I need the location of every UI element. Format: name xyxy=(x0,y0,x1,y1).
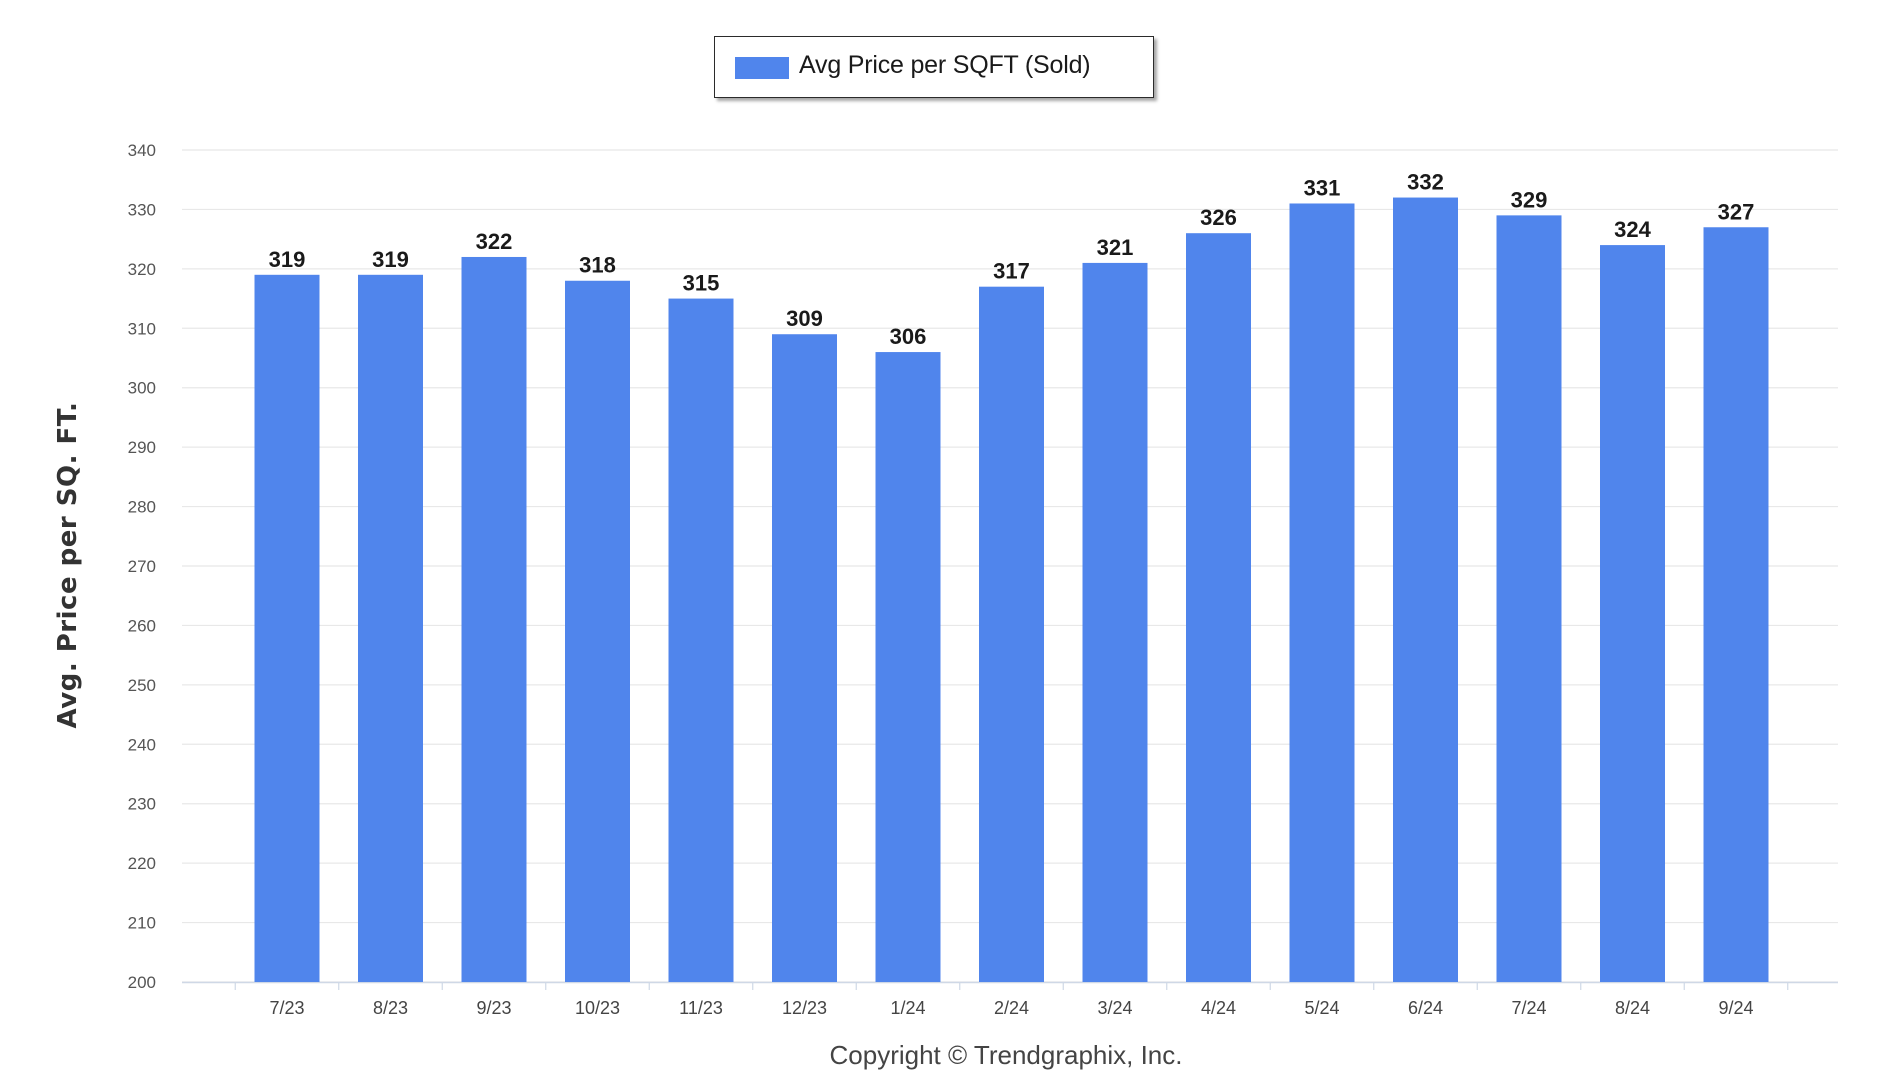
data-label: 332 xyxy=(1407,170,1444,195)
bar xyxy=(1186,233,1251,982)
data-label: 315 xyxy=(683,271,720,296)
x-tick-label: 4/24 xyxy=(1201,998,1236,1018)
data-label: 317 xyxy=(993,259,1030,284)
bar xyxy=(1496,215,1562,982)
legend-swatch xyxy=(735,57,789,79)
y-tick-label: 270 xyxy=(128,557,156,576)
bars xyxy=(254,197,1769,983)
x-tick-label: 12/23 xyxy=(782,998,827,1018)
y-tick-label: 340 xyxy=(128,141,156,160)
copyright-text: Copyright © Trendgraphix, Inc. xyxy=(829,1040,1183,1070)
bar xyxy=(1289,203,1355,982)
x-tick-label: 7/24 xyxy=(1511,998,1546,1018)
axes: 200 210 220 230 240 250 260 270 280 290 300 310 320 3… xyxy=(128,141,1838,1018)
bar xyxy=(254,274,320,982)
y-tick-label: 220 xyxy=(128,854,156,873)
bar xyxy=(565,280,630,982)
x-tick-label: 9/24 xyxy=(1718,998,1753,1018)
legend-label: Avg Price per SQFT (Sold) xyxy=(799,51,1091,79)
x-tick-label: 3/24 xyxy=(1097,998,1132,1018)
y-tick-label: 210 xyxy=(128,914,156,933)
x-tick-label: 5/24 xyxy=(1304,998,1339,1018)
data-label: 331 xyxy=(1304,175,1341,200)
data-label: 329 xyxy=(1511,187,1548,212)
x-tick-label: 2/24 xyxy=(994,998,1029,1018)
data-label: 322 xyxy=(476,229,513,254)
bar xyxy=(358,274,423,982)
x-tick-label: 10/23 xyxy=(575,998,620,1018)
y-tick-label: 300 xyxy=(128,379,156,398)
y-tick-label: 230 xyxy=(128,795,156,814)
data-label: 319 xyxy=(372,247,409,272)
bar xyxy=(1600,245,1665,983)
data-label: 309 xyxy=(786,306,823,331)
y-tick-label: 330 xyxy=(128,200,156,219)
y-tick-label: 290 xyxy=(128,438,156,457)
y-tick-label: 280 xyxy=(128,498,156,517)
bar xyxy=(461,256,527,982)
x-tick-label: 9/23 xyxy=(476,998,511,1018)
bar xyxy=(875,352,941,982)
data-label: 321 xyxy=(1097,235,1134,260)
bar xyxy=(668,298,734,983)
y-tick-label: 240 xyxy=(128,735,156,754)
y-tick-label: 250 xyxy=(128,676,156,695)
y-tick-label: 200 xyxy=(128,973,156,992)
data-label: 327 xyxy=(1718,199,1755,224)
data-label: 306 xyxy=(890,324,927,349)
x-tick-label: 8/23 xyxy=(373,998,408,1018)
x-tick-label: 11/23 xyxy=(679,998,723,1018)
data-labels: 319 319 322 318 315 309 306 317 321 326 331 332 329 3… xyxy=(269,170,1755,350)
y-tick-label: 260 xyxy=(128,616,156,635)
y-tick-label: 310 xyxy=(128,319,156,338)
x-tick-label: 8/24 xyxy=(1615,998,1650,1018)
data-label: 319 xyxy=(269,247,306,272)
bar xyxy=(1703,227,1769,982)
bar xyxy=(772,334,837,982)
x-tick-label: 6/24 xyxy=(1408,998,1443,1018)
y-tick-label: 320 xyxy=(128,260,156,279)
bar xyxy=(1082,262,1148,982)
data-label: 318 xyxy=(579,253,616,278)
bar xyxy=(1393,197,1458,983)
data-label: 326 xyxy=(1200,205,1237,230)
legend: Avg Price per SQFT (Sold) xyxy=(714,36,1154,98)
x-tick-label: 1/24 xyxy=(890,998,925,1018)
bar xyxy=(979,286,1044,983)
x-tick-label: 7/23 xyxy=(269,998,304,1018)
data-label: 324 xyxy=(1614,217,1651,242)
